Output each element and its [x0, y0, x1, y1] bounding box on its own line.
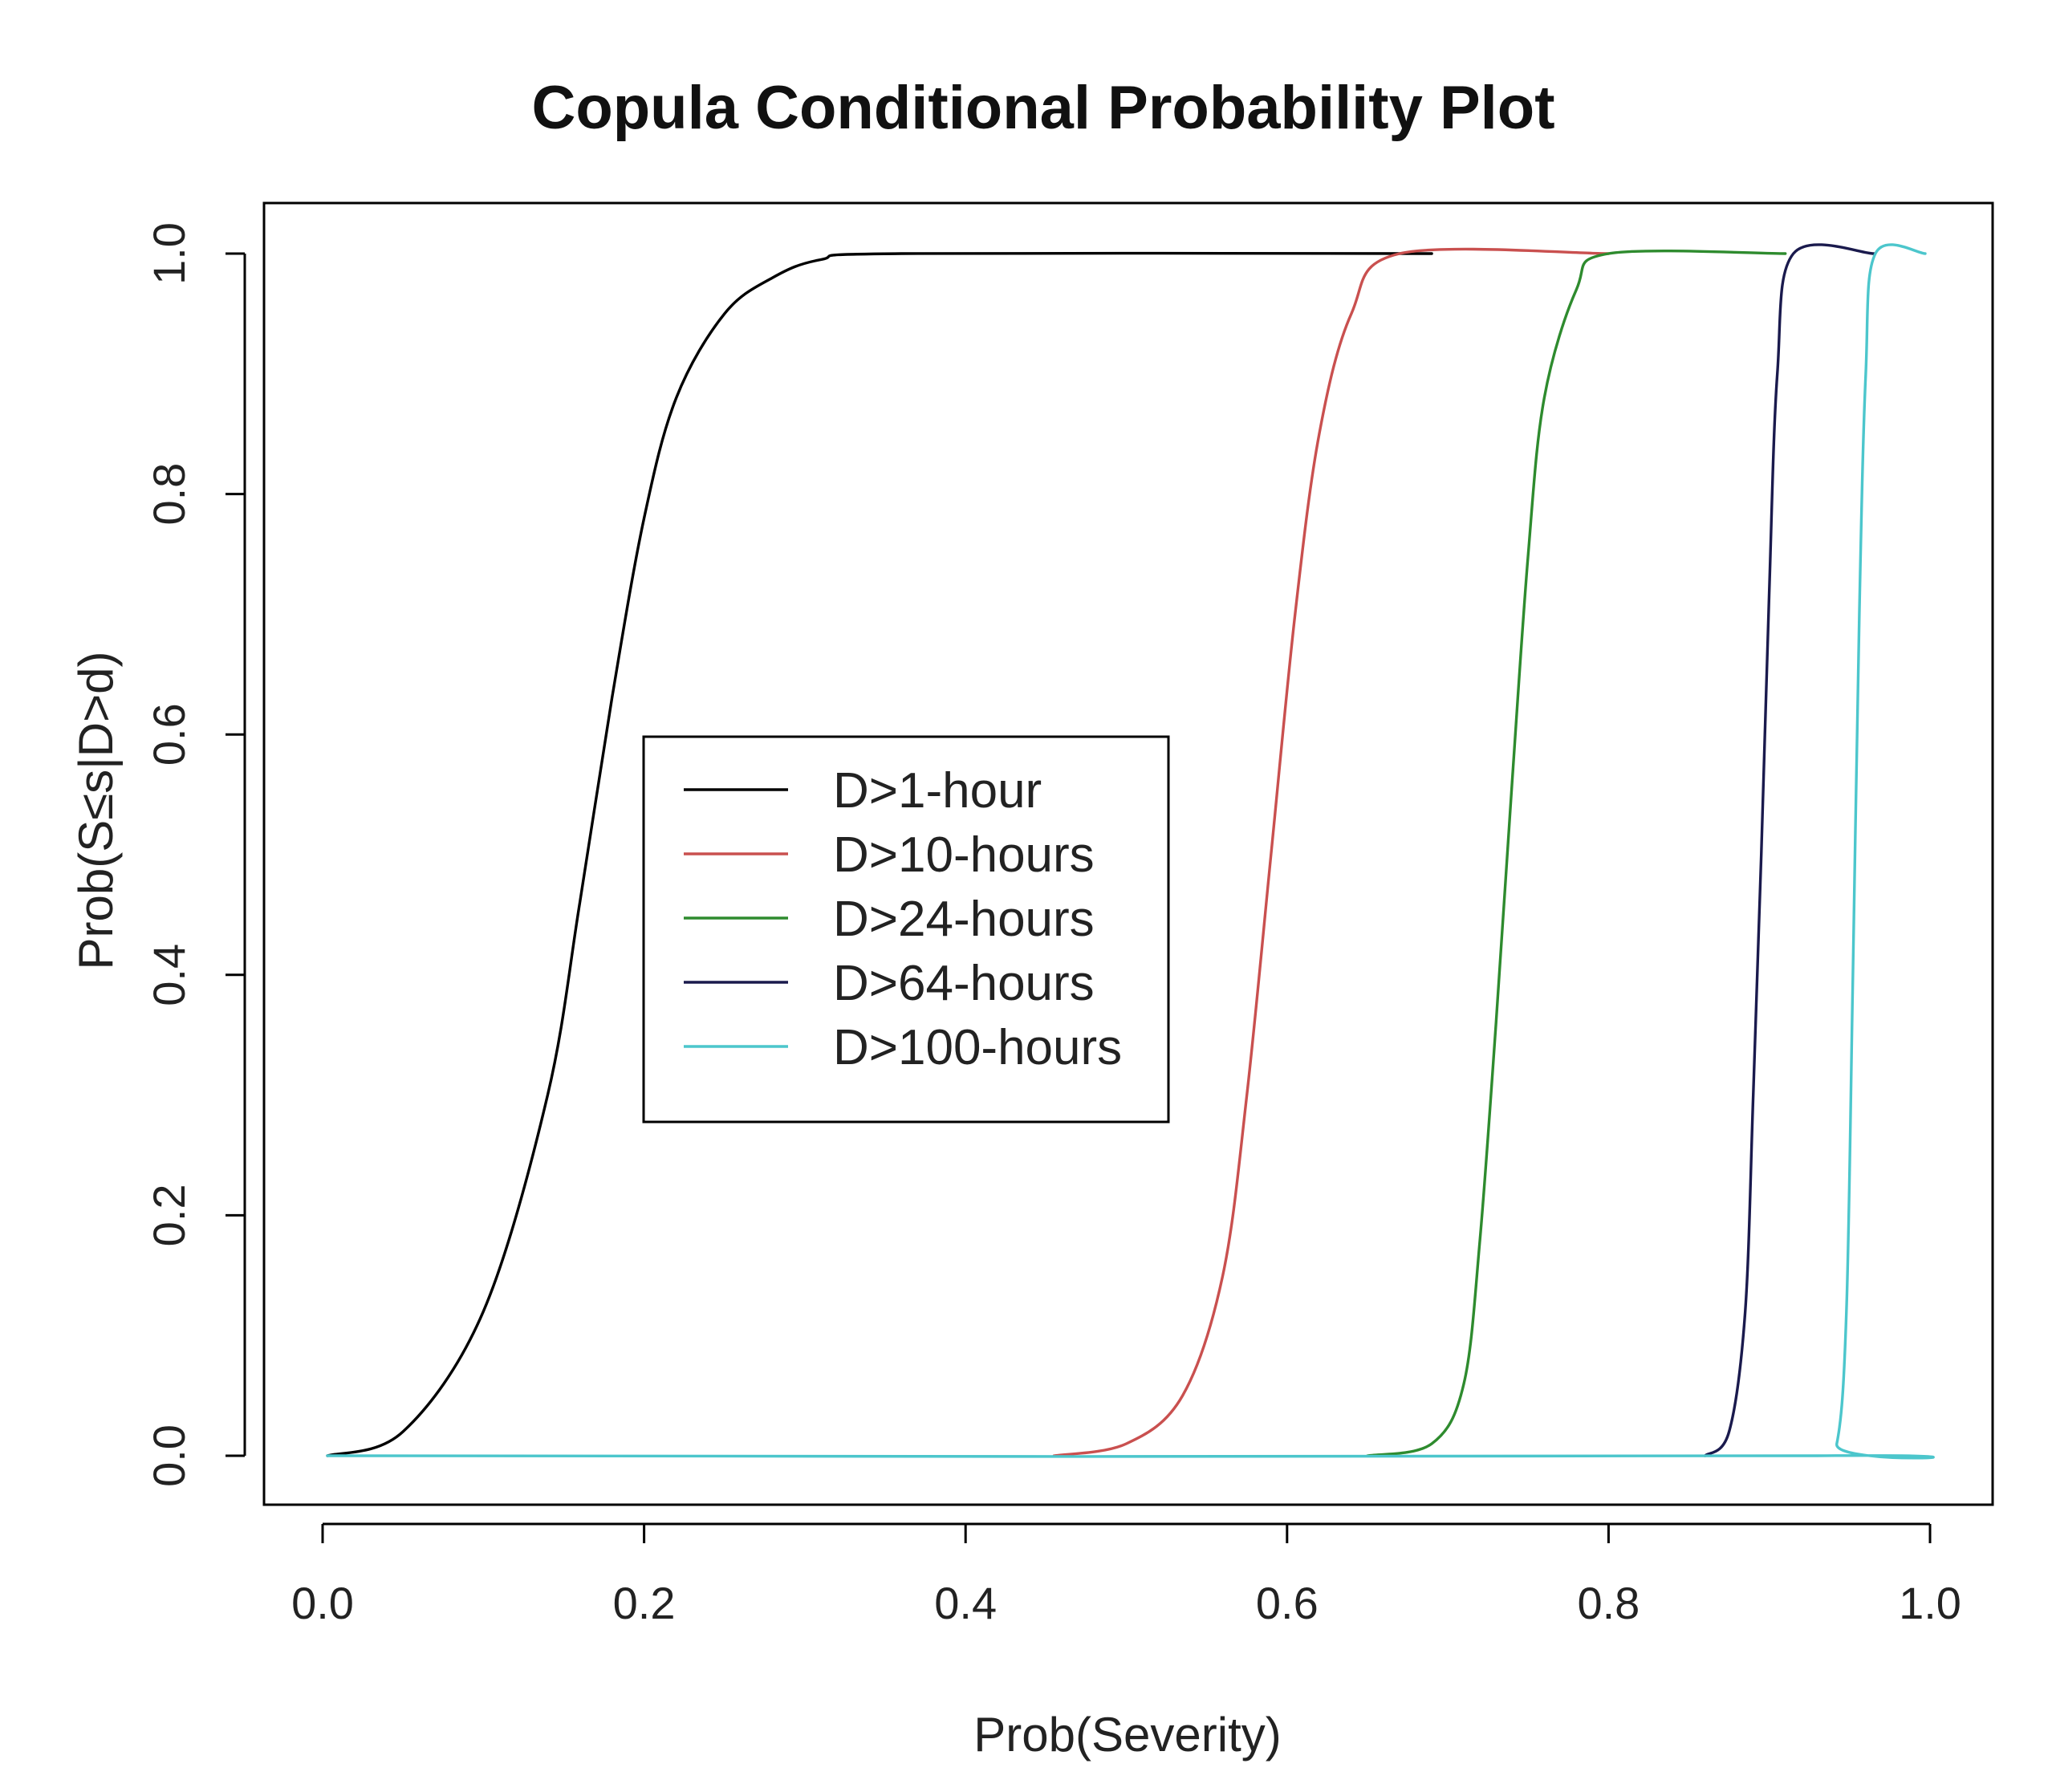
chart-title: Copula Conditional Probability Plot: [531, 74, 1554, 142]
y-tick-label: 0.6: [144, 703, 194, 766]
series-line-d-64-hours: [1703, 243, 1875, 1457]
x-axis: 0.0 0.2 0.4 0.6 0.8 1.0: [291, 1522, 1961, 1628]
y-axis: 0.0 0.2 0.4 0.6 0.8 1.0: [144, 222, 246, 1487]
legend-label: D>1-hour: [833, 763, 1042, 819]
legend-label: D>100-hours: [833, 1020, 1122, 1075]
x-tick-label: 0.8: [1577, 1578, 1640, 1628]
legend-label: D>10-hours: [833, 827, 1095, 883]
series-line-d-100-hours: [326, 243, 1935, 1460]
series-line-d-1-hour: [326, 251, 1433, 1457]
y-tick-label: 1.0: [144, 222, 194, 285]
series-line-d-10-hours: [1052, 247, 1611, 1457]
x-axis-title: Prob(Severity): [973, 1708, 1281, 1762]
series-lines: [326, 243, 1935, 1460]
legend-label: D>24-hours: [833, 892, 1095, 947]
plot-frame: [262, 201, 1994, 1506]
y-tick-label: 0.2: [144, 1184, 194, 1246]
y-tick-label: 0.0: [144, 1424, 194, 1487]
x-tick-label: 0.4: [934, 1578, 997, 1628]
legend-box: [642, 735, 1170, 1124]
x-tick-label: 1.0: [1899, 1578, 1961, 1628]
y-tick-label: 0.8: [144, 463, 194, 526]
x-tick-label: 0.6: [1256, 1578, 1319, 1628]
x-tick-label: 0.0: [291, 1578, 354, 1628]
series-line-d-24-hours: [1366, 249, 1787, 1457]
legend: D>1-hour D>10-hours D>24-hours D>64-hours D>…: [642, 735, 1170, 1124]
legend-label: D>64-hours: [833, 956, 1095, 1011]
y-tick-label: 0.4: [144, 944, 194, 1006]
x-tick-label: 0.2: [613, 1578, 676, 1628]
y-axis-title: Prob(S≤s|D>d): [69, 652, 123, 970]
